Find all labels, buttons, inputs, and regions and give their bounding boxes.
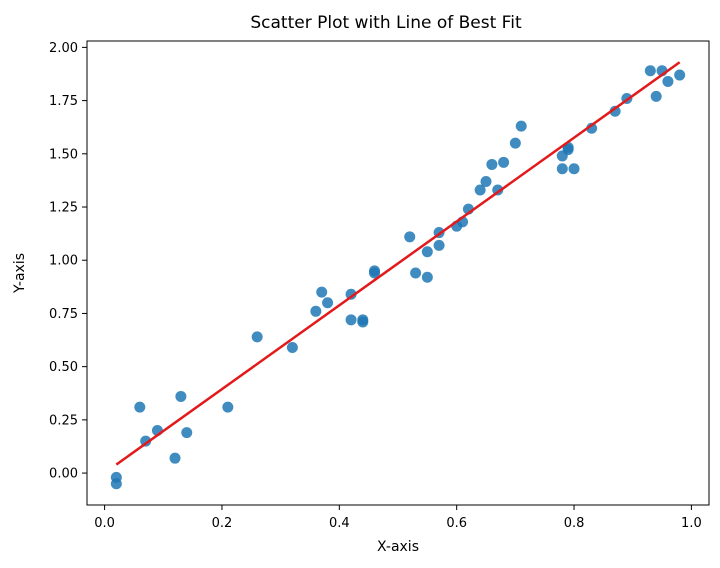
data-point	[169, 452, 181, 464]
data-point	[404, 231, 416, 243]
x-tick-label: 0.4	[329, 516, 350, 531]
x-axis-ticks: 0.0 0.2 0.4 0.6 0.8 1.0	[94, 505, 702, 531]
y-tick-label: 1.25	[49, 201, 78, 216]
data-point	[310, 305, 322, 317]
data-point	[421, 271, 433, 283]
y-tick-label: 0.75	[49, 307, 78, 322]
data-point	[175, 390, 187, 402]
data-point	[222, 401, 234, 413]
y-axis-label: Y-axis	[12, 253, 28, 294]
data-point	[140, 435, 152, 447]
data-point	[410, 267, 422, 279]
data-point	[357, 316, 369, 328]
data-point	[251, 331, 263, 343]
data-point	[498, 156, 510, 168]
y-tick-label: 1.75	[49, 94, 78, 109]
data-point	[609, 105, 621, 117]
data-point	[586, 122, 598, 134]
data-point	[474, 184, 486, 196]
data-point	[674, 69, 686, 81]
y-tick-label: 0.25	[49, 413, 78, 428]
data-point	[480, 175, 492, 187]
data-point	[134, 401, 146, 413]
data-point	[568, 163, 580, 175]
x-tick-label: 0.8	[564, 516, 585, 531]
data-point	[662, 75, 674, 87]
x-tick-label: 0.0	[94, 516, 115, 531]
scatter-points	[110, 65, 686, 490]
y-tick-label: 0.50	[49, 360, 78, 375]
data-point	[509, 137, 521, 149]
y-axis-ticks: 0.00 0.25 0.50 0.75 1.00 1.25 1.50 1.75 2.00	[49, 41, 87, 482]
y-tick-label: 2.00	[49, 41, 78, 56]
x-tick-label: 0.6	[446, 516, 467, 531]
data-point	[110, 478, 122, 490]
data-point	[433, 239, 445, 251]
x-tick-label: 1.0	[681, 516, 702, 531]
y-tick-label: 1.00	[49, 254, 78, 269]
data-point	[181, 427, 193, 439]
x-axis-label: X-axis	[377, 539, 419, 555]
best-fit-line-group	[115, 61, 681, 466]
data-point	[345, 314, 357, 326]
data-point	[486, 158, 498, 170]
data-point	[369, 267, 381, 279]
y-tick-label: 1.50	[49, 147, 78, 162]
data-point	[316, 286, 328, 298]
y-tick-label: 0.00	[49, 467, 78, 482]
data-point	[556, 163, 568, 175]
best-fit-line	[115, 61, 681, 466]
data-point	[644, 65, 656, 77]
data-point	[650, 90, 662, 102]
data-point	[345, 288, 357, 300]
data-point	[322, 297, 334, 309]
chart-title: Scatter Plot with Line of Best Fit	[250, 13, 522, 33]
data-point	[286, 341, 298, 353]
data-point	[515, 120, 527, 132]
data-point	[421, 246, 433, 258]
x-tick-label: 0.2	[212, 516, 233, 531]
plot-area-frame	[86, 40, 710, 506]
